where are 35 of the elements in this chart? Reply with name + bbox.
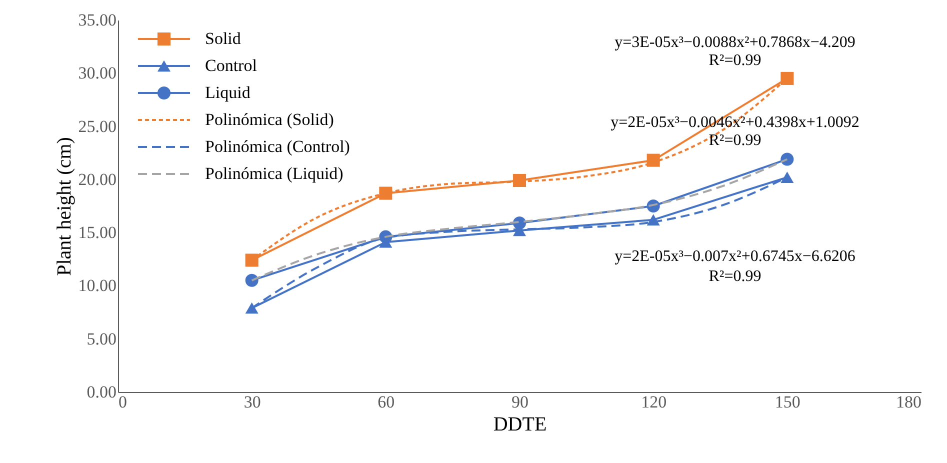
legend-label: Polinómica (Control) [205,137,350,156]
x-tick-label: 60 [378,392,395,412]
y-tick-label: 5.00 [86,329,116,348]
point [780,72,794,85]
x-tick-label: 150 [774,392,800,412]
legend-label: Liquid [205,83,251,102]
point [780,172,794,183]
annotation: R²=0.99 [708,268,762,285]
x-axis-title: DDTE [493,414,547,436]
y-tick-label: 30.00 [78,64,116,83]
annotation: R²=0.99 [708,132,762,149]
point [780,152,794,166]
annotation: y=2E-05x³−0.007x²+0.6745x−6.6206 [614,248,856,265]
annotation: y=3E-05x³−0.0088x²+0.7868x−4.209 [614,34,856,51]
legend-label: Polinómica (Solid) [205,110,334,129]
legend-label: Solid [205,29,242,48]
x-tick-label: 120 [641,392,667,412]
y-axis-title: Plant height (cm) [53,137,76,276]
point [512,174,526,188]
y-tick-label: 15.00 [78,223,116,242]
x-tick-label: 30 [244,392,261,412]
y-tick-label: 10.00 [78,276,116,296]
y-tick-label: 25.00 [78,116,116,136]
y-tick-label: 35.00 [78,10,116,30]
annotation: R²=0.99 [708,52,762,69]
legend-label: Polinómica (Liquid) [205,164,344,183]
point [379,186,392,200]
y-tick-label: 0.00 [86,382,116,402]
x-tick-label: 90 [512,392,528,412]
point [646,154,660,167]
x-tick-label: 180 [896,392,922,412]
y-tick-label: 20.00 [78,170,116,189]
legend-label: Control [205,56,258,75]
point [245,254,258,267]
x-tick-label: 0 [118,392,127,412]
